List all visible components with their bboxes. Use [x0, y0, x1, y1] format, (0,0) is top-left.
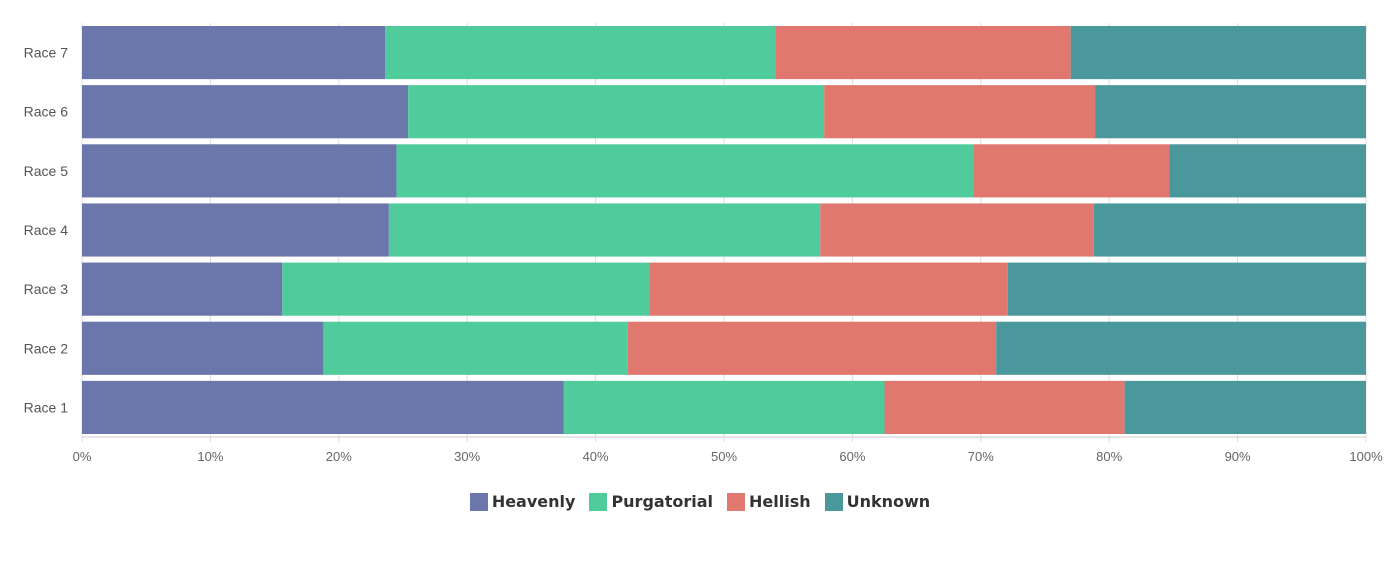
- legend-label: Unknown: [846, 492, 931, 511]
- bar-purgatorial-race-6: [408, 85, 825, 139]
- x-tick-label: 40%: [583, 449, 609, 464]
- y-tick-label: Race 1: [24, 399, 69, 415]
- bar-purgatorial-race-7: [385, 26, 776, 80]
- bar-hellish-race-1: [884, 380, 1125, 434]
- y-tick-label: Race 7: [24, 45, 69, 61]
- x-tick-label: 30%: [454, 449, 480, 464]
- legend-item-unknown[interactable]: Unknown: [824, 492, 931, 511]
- chart-legend: Heavenly Purgatorial Hellish Unknown: [0, 492, 1400, 511]
- bar-heavenly-race-1: [82, 380, 564, 434]
- legend-item-heavenly[interactable]: Heavenly: [469, 492, 576, 511]
- legend-swatch: [469, 492, 488, 511]
- bar-hellish-race-3: [649, 262, 1008, 316]
- bar-unknown-race-3: [1007, 262, 1366, 316]
- bar-heavenly-race-5: [82, 144, 397, 198]
- legend-label: Purgatorial: [611, 492, 713, 511]
- x-tick-label: 70%: [968, 449, 994, 464]
- bar-hellish-race-2: [627, 321, 997, 375]
- legend-swatch: [589, 492, 608, 511]
- x-tick-label: 100%: [1349, 449, 1383, 464]
- bar-purgatorial-race-5: [396, 144, 974, 198]
- bar-hellish-race-5: [973, 144, 1170, 198]
- bar-purgatorial-race-1: [563, 380, 885, 434]
- x-tick-label: 20%: [326, 449, 352, 464]
- legend-item-purgatorial[interactable]: Purgatorial: [589, 492, 713, 511]
- bar-heavenly-race-2: [82, 321, 324, 375]
- y-tick-label: Race 5: [24, 163, 69, 179]
- x-tick-label: 50%: [711, 449, 737, 464]
- bar-hellish-race-7: [775, 26, 1071, 80]
- bar-unknown-race-7: [1070, 26, 1366, 80]
- bar-unknown-race-4: [1093, 203, 1366, 257]
- legend-swatch: [824, 492, 843, 511]
- legend-label: Hellish: [749, 492, 811, 511]
- x-tick-label: 80%: [1096, 449, 1122, 464]
- bar-unknown-race-5: [1169, 144, 1366, 198]
- bar-purgatorial-race-2: [323, 321, 628, 375]
- bar-unknown-race-1: [1124, 380, 1366, 434]
- bar-unknown-race-2: [996, 321, 1366, 375]
- legend-item-hellish[interactable]: Hellish: [727, 492, 811, 511]
- legend-swatch: [727, 492, 745, 511]
- bar-hellish-race-4: [820, 203, 1094, 257]
- bar-heavenly-race-6: [82, 85, 409, 139]
- bar-hellish-race-6: [824, 85, 1096, 139]
- x-tick-label: 10%: [197, 449, 223, 464]
- x-tick-label: 60%: [839, 449, 865, 464]
- x-tick-label: 90%: [1225, 449, 1251, 464]
- y-tick-label: Race 4: [24, 222, 69, 238]
- y-tick-label: Race 6: [24, 104, 69, 120]
- bar-heavenly-race-7: [82, 26, 386, 80]
- legend-label: Heavenly: [491, 492, 576, 511]
- bar-heavenly-race-3: [82, 262, 283, 316]
- x-tick-label: 0%: [73, 449, 92, 464]
- bar-purgatorial-race-3: [282, 262, 650, 316]
- y-tick-label: Race 2: [24, 340, 69, 356]
- bar-purgatorial-race-4: [388, 203, 821, 257]
- chart-plot: Race 1 Race 2 Race 3 Race 4 Race 5 Race 6 Race…: [24, 23, 1383, 464]
- y-tick-label: Race 3: [24, 281, 69, 297]
- bar-unknown-race-6: [1095, 85, 1366, 139]
- bar-heavenly-race-4: [82, 203, 389, 257]
